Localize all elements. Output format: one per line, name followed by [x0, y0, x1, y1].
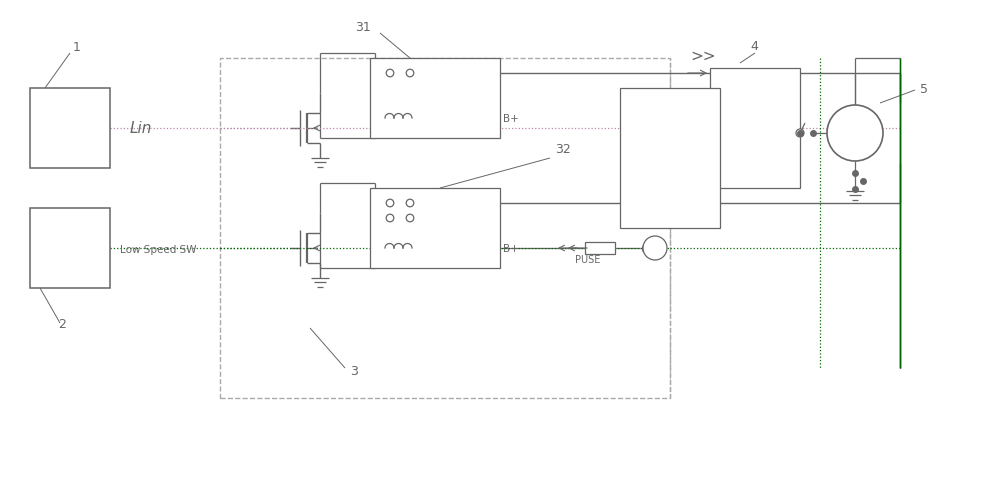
Text: Lin: Lin	[130, 121, 152, 136]
Text: B+: B+	[503, 114, 519, 124]
Bar	[370, 58, 500, 138]
Text: 2: 2	[58, 318, 66, 331]
Text: >>: >>	[690, 49, 716, 64]
Text: 4: 4	[750, 40, 758, 53]
Bar	[30, 208, 110, 288]
Bar	[220, 58, 670, 398]
Circle shape	[827, 105, 883, 161]
Circle shape	[386, 214, 394, 222]
Bar	[30, 88, 110, 168]
Bar	[710, 68, 800, 188]
Circle shape	[643, 236, 667, 260]
Text: PUSE: PUSE	[575, 255, 600, 265]
Text: <<: <<	[690, 181, 716, 196]
Bar	[620, 88, 720, 228]
Text: 3: 3	[350, 365, 358, 378]
Circle shape	[406, 199, 414, 207]
Bar	[585, 242, 615, 254]
Circle shape	[796, 129, 804, 137]
Circle shape	[406, 214, 414, 222]
Text: 6: 6	[640, 243, 648, 256]
Text: M: M	[844, 128, 856, 141]
Circle shape	[406, 69, 414, 77]
Text: B+: B+	[503, 244, 519, 254]
Circle shape	[386, 199, 394, 207]
Circle shape	[386, 69, 394, 77]
Text: 32: 32	[555, 143, 571, 156]
Text: 31: 31	[355, 21, 371, 34]
Text: B: B	[650, 245, 658, 254]
Text: Low Speed SW: Low Speed SW	[120, 245, 196, 255]
Text: 5: 5	[920, 83, 928, 96]
Text: 1: 1	[73, 41, 81, 54]
Bar	[370, 188, 500, 268]
